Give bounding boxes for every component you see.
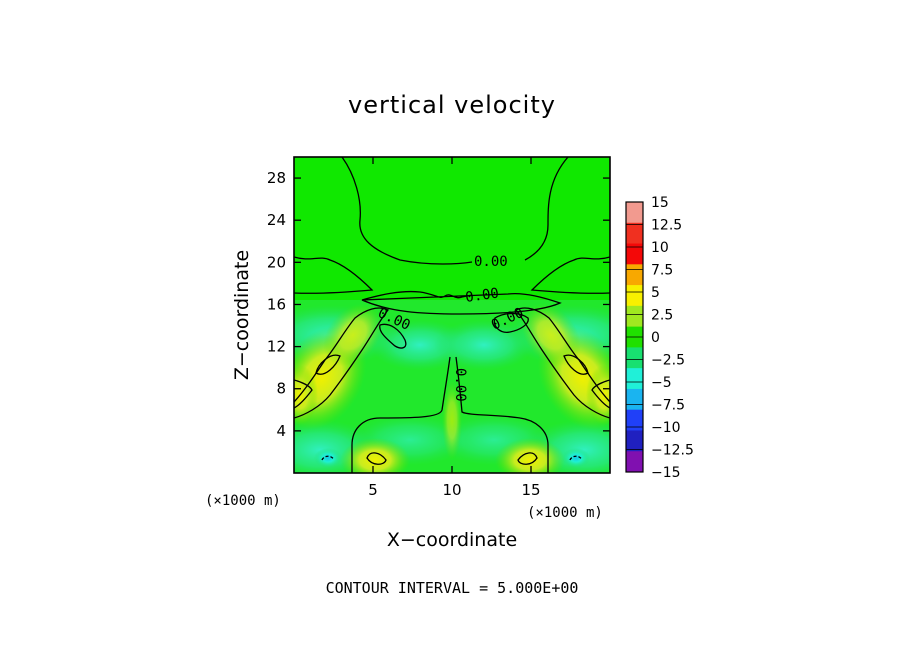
- contour-zero-column: [351, 356, 549, 473]
- y-tick-label: 28: [267, 169, 286, 187]
- y-unit-label: (×1000 m): [205, 493, 281, 509]
- colorbar-swatch: [626, 347, 643, 369]
- colorbar-label: −7.5: [651, 398, 685, 414]
- colorbar-label: −2.5: [651, 353, 685, 369]
- contour-zero-blob-right: [493, 312, 529, 333]
- updraft-lobe: [442, 380, 462, 460]
- colorbar-label: −5: [651, 375, 672, 391]
- updraft-lobe: [495, 438, 565, 473]
- y-tick-label: 24: [267, 211, 286, 229]
- y-tick-label: 12: [267, 338, 286, 356]
- colorbar-swatch: [626, 388, 643, 411]
- contour-updraft-bottom-right: [517, 452, 538, 465]
- x-tick-label: 15: [521, 481, 540, 499]
- x-tick-label: 5: [368, 481, 378, 499]
- colorbar-swatch: [626, 409, 643, 431]
- x-axis-title: X−coordinate: [387, 529, 517, 551]
- contour-zero-left-band: [294, 256, 374, 294]
- contour-label: 0.00: [452, 368, 468, 402]
- y-tick-label: 8: [276, 380, 286, 398]
- colorbar-swatch: [626, 264, 643, 286]
- contour-updraft-right-edge: [591, 379, 610, 409]
- contour-zero-mid: [361, 290, 562, 315]
- colorbar-swatch: [626, 430, 643, 452]
- contour-label: 0.00: [464, 285, 500, 306]
- colorbar-label: 2.5: [651, 308, 673, 324]
- colorbar-label: 15: [651, 195, 669, 211]
- y-tick-label: 20: [267, 253, 286, 271]
- colorbar-label: −12.5: [651, 443, 694, 459]
- contour-updraft-left-edge: [294, 379, 313, 409]
- contour-updraft-bottom-left: [366, 452, 387, 465]
- colorbar-swatch: [626, 368, 643, 390]
- y-axis: 4 8 12 16 20 24 28: [267, 169, 610, 440]
- contour-zero-upper: [341, 157, 569, 265]
- colorbar-label: 12.5: [651, 218, 682, 234]
- chart-title: vertical velocity: [348, 91, 556, 119]
- colorbar-swatch: [626, 285, 643, 307]
- contour-downdraft-right: [569, 455, 583, 461]
- contour-zero-right-band: [530, 256, 610, 294]
- downdraft-spot: [562, 448, 590, 468]
- x-unit-label: (×1000 m): [527, 505, 603, 521]
- contour-lines: [294, 157, 610, 473]
- colorbar-swatch: [626, 202, 643, 224]
- colorbar-label: 0: [651, 330, 660, 346]
- contour-updraft-right: [563, 354, 589, 375]
- colorbar: 15 12.5 10 7.5 5 2.5 0 −2.5 −5 −7.5 −10 −12.5 −15: [625, 195, 694, 481]
- y-tick-label: 16: [267, 295, 286, 313]
- colorbar-label: −10: [651, 420, 681, 436]
- y-axis-title: Z−coordinate: [231, 250, 253, 380]
- updraft-lobe: [340, 438, 410, 473]
- heatmap-field: 0.00 0.00 0.00 0.00 0.00: [294, 157, 610, 473]
- contour-zero-blob-left: [379, 323, 407, 349]
- updraft-lobe: [521, 303, 581, 367]
- colorbar-label: 10: [651, 240, 669, 256]
- colorbar-label: −15: [651, 465, 681, 481]
- colorbar-swatch: [626, 222, 643, 245]
- downdraft-spot: [314, 448, 342, 468]
- colorbar-swatch: [626, 451, 643, 473]
- contour-interval-note: CONTOUR INTERVAL = 5.000E+00: [326, 579, 579, 597]
- x-axis: 5 10 15: [368, 157, 541, 499]
- x-tick-label: 10: [442, 481, 461, 499]
- colorbar-swatch: [626, 305, 643, 328]
- y-tick-label: 4: [276, 422, 286, 440]
- colorbar-label: 7.5: [651, 263, 673, 279]
- contour-downdraft-left: [321, 455, 335, 461]
- colorbar-swatch: [626, 243, 643, 265]
- updraft-lobe: [323, 303, 383, 367]
- colorbar-label: 5: [651, 285, 660, 301]
- contour-label: 0.00: [474, 254, 508, 270]
- contour-updraft-left: [315, 354, 341, 375]
